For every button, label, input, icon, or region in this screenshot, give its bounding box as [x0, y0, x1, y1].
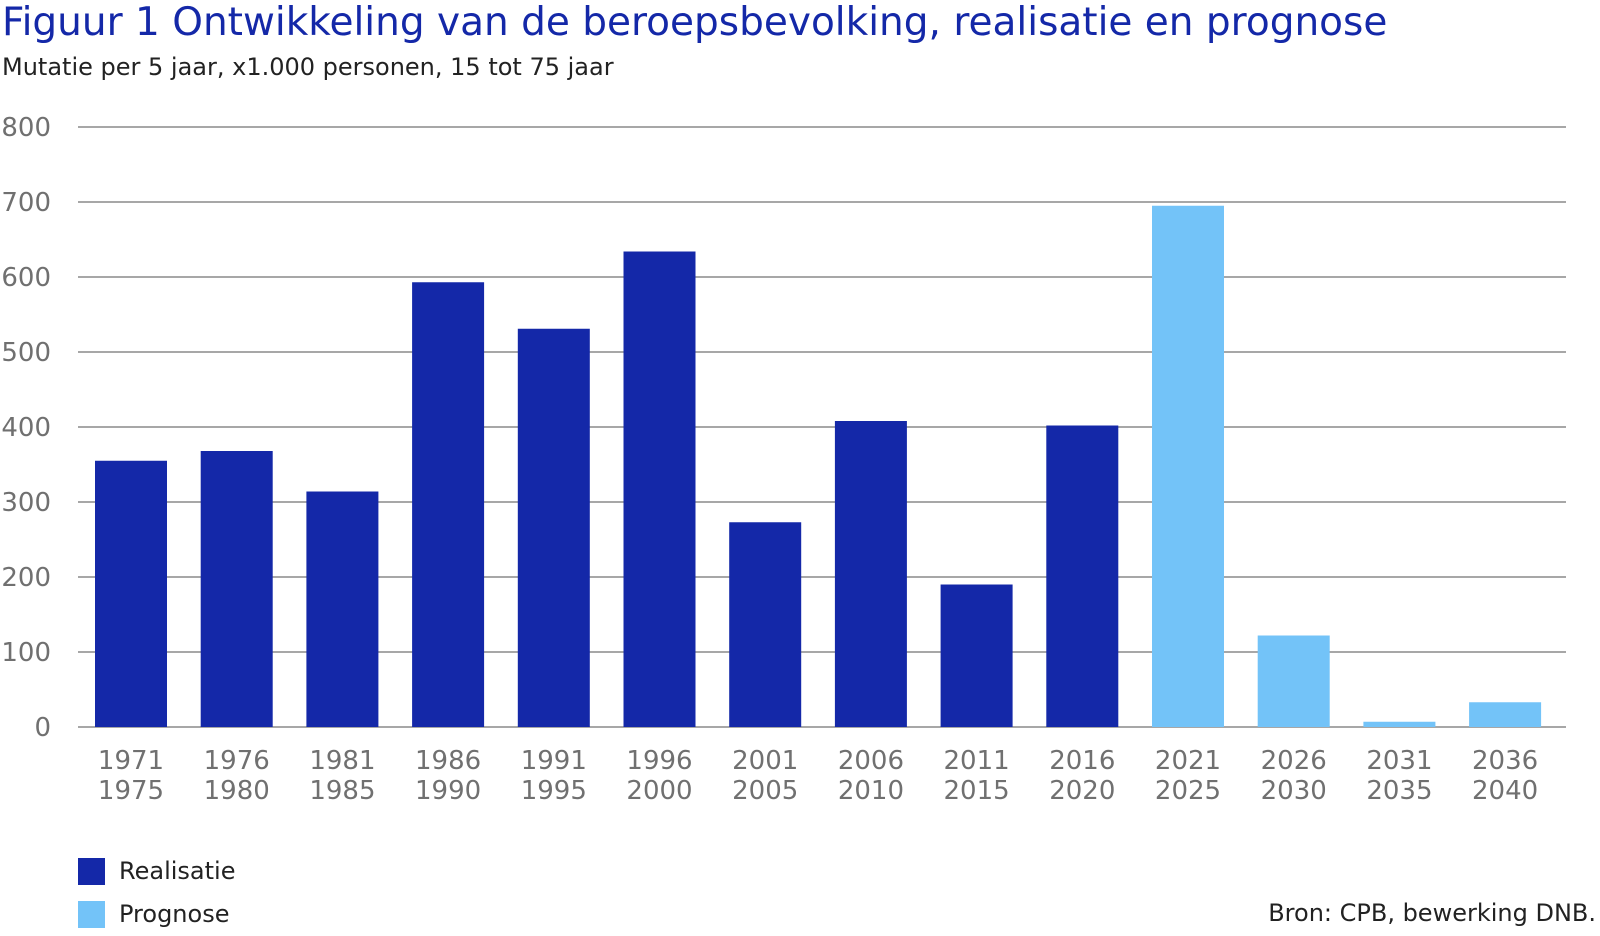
legend-label-prognose: Prognose — [119, 900, 230, 928]
y-tick-label-700: 700 — [1, 188, 51, 218]
y-tick-label-300: 300 — [1, 488, 51, 518]
x-tick-label-2001-2: 2005 — [732, 776, 798, 806]
x-tick-label-2031-2: 2035 — [1366, 776, 1432, 806]
legend-item-prognose: Prognose — [78, 899, 235, 929]
x-tick-label-1991-1: 1991 — [521, 746, 587, 776]
y-tick-label-0: 0 — [34, 713, 51, 743]
x-tick-label-2036-2: 2040 — [1472, 776, 1538, 806]
x-tick-label-2011-1: 2011 — [944, 746, 1010, 776]
bar-2006-2010 — [834, 421, 907, 727]
x-tick-label-1991-2: 1995 — [521, 776, 587, 806]
bar-1971-1975 — [95, 460, 167, 727]
bar-2021-2025 — [1152, 205, 1224, 727]
x-tick-label-2016-1: 2016 — [1049, 746, 1115, 776]
legend-swatch-realisatie — [78, 857, 105, 885]
x-tick-label-2006-1: 2006 — [838, 746, 904, 776]
chart-subtitle: Mutatie per 5 jaar, x1.000 personen, 15 … — [2, 53, 614, 81]
bar-2031-2035 — [1363, 721, 1436, 727]
y-tick-label-800: 800 — [1, 113, 51, 143]
x-tick-label-2026-1: 2026 — [1261, 746, 1327, 776]
x-tick-label-1981-1: 1981 — [309, 746, 375, 776]
bar-2001-2005 — [729, 522, 802, 727]
x-tick-label-2031-1: 2031 — [1366, 746, 1432, 776]
x-tick-label-2001-1: 2001 — [732, 746, 798, 776]
legend-label-realisatie: Realisatie — [119, 857, 236, 885]
x-tick-label-2026-2: 2030 — [1261, 776, 1327, 806]
chart-title: Figuur 1 Ontwikkeling van de beroepsbevo… — [2, 0, 1388, 45]
bar-1986-1990 — [412, 282, 485, 727]
x-tick-label-2036-1: 2036 — [1472, 746, 1538, 776]
y-tick-label-200: 200 — [1, 563, 51, 593]
x-tick-label-1996-1: 1996 — [626, 746, 692, 776]
bar-1996-2000 — [623, 251, 696, 727]
bar-1981-1985 — [306, 491, 379, 727]
y-tick-label-600: 600 — [1, 263, 51, 293]
legend-item-realisatie: Realisatie — [78, 856, 235, 886]
x-tick-label-1971-1: 1971 — [98, 746, 164, 776]
x-tick-label-2011-2: 2015 — [944, 776, 1010, 806]
x-tick-label-2006-2: 2010 — [838, 776, 904, 806]
bar-1991-1995 — [517, 328, 590, 727]
x-tick-label-1986-1: 1986 — [415, 746, 481, 776]
bar-1976-1980 — [200, 451, 273, 727]
y-tick-label-400: 400 — [1, 413, 51, 443]
x-tick-label-2021-1: 2021 — [1155, 746, 1221, 776]
source-note: Bron: CPB, bewerking DNB. — [1268, 899, 1596, 927]
y-tick-label-100: 100 — [1, 638, 51, 668]
x-tick-label-1976-2: 1980 — [204, 776, 270, 806]
x-tick-label-1986-2: 1990 — [415, 776, 481, 806]
x-tick-label-1971-2: 1975 — [98, 776, 164, 806]
x-tick-label-2016-2: 2020 — [1049, 776, 1115, 806]
x-tick-label-1996-2: 2000 — [626, 776, 692, 806]
bar-2011-2015 — [940, 584, 1013, 727]
bar-2036-2040 — [1469, 702, 1542, 727]
x-tick-label-2021-2: 2025 — [1155, 776, 1221, 806]
bar-2026-2030 — [1257, 635, 1330, 727]
y-tick-label-500: 500 — [1, 338, 51, 368]
legend: Realisatie Prognose — [78, 856, 235, 936]
bar-2016-2020 — [1046, 425, 1119, 727]
legend-swatch-prognose — [78, 900, 105, 928]
x-tick-label-1976-1: 1976 — [204, 746, 270, 776]
x-tick-label-1981-2: 1985 — [309, 776, 375, 806]
